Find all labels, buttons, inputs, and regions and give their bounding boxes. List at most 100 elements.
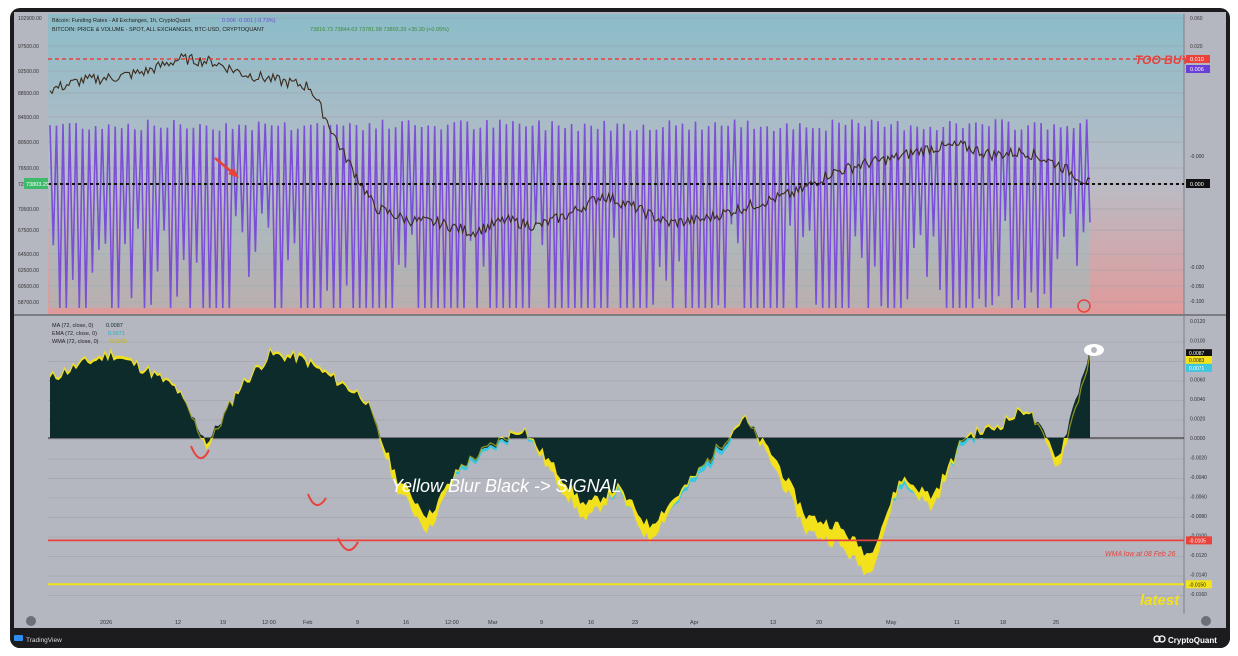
btc-price-line — [49, 52, 1091, 239]
value-badge: -0.0105 — [1189, 538, 1206, 544]
left-axis-tick: 58700.00 — [18, 300, 39, 306]
wma-low-text: WMA low at 08 Feb 26 — [1105, 551, 1176, 558]
zero-badge: 0.000 — [1190, 182, 1204, 188]
ma-area — [50, 346, 1090, 556]
time-axis-label: 11 — [954, 620, 960, 626]
left-price-badge: 73803.29 — [26, 182, 49, 188]
time-axis-label: 16 — [588, 620, 594, 626]
right-axis-bottom-tick: -0.0140 — [1190, 573, 1207, 579]
legend-funding-value: 0.006 -0.001 (-9.73%) — [222, 18, 276, 24]
right-axis-top: 0.060 0.020 -0.000 -0.020 -0.050 -0.100 — [1190, 16, 1204, 305]
right-axis-top-tick: -0.100 — [1190, 299, 1204, 305]
legend-wma-value: 0.0083 — [110, 339, 127, 345]
zero-badge-bg — [1186, 179, 1210, 188]
latest-text: latest — [1140, 592, 1180, 609]
left-axis-tick: 76500.00 — [18, 166, 39, 172]
red-arrow-annotation — [214, 157, 239, 178]
left-axis-tick: 64500.00 — [18, 252, 39, 258]
time-axis-label: 19 — [220, 620, 226, 626]
value-badge: -0.0150 — [1189, 582, 1206, 588]
right-axis-bottom-tick: 0.0040 — [1190, 397, 1206, 403]
legend-ma-label: MA (72, close, 0) — [52, 323, 93, 329]
left-axis-tick: 62500.00 — [18, 268, 39, 274]
left-axis-tick: 67500.00 — [18, 228, 39, 234]
right-axis-bottom-tick: 0.0060 — [1190, 378, 1206, 384]
left-price-badge-bg — [24, 178, 48, 189]
right-axis-bottom-tick: 0.0000 — [1190, 436, 1206, 442]
red-circle-marker — [1077, 299, 1091, 313]
wma-line — [49, 346, 1091, 576]
time-axis-label: 13 — [770, 620, 776, 626]
left-axis-tick: 80500.00 — [18, 140, 39, 146]
cryptoquant-logo-icon — [1153, 635, 1166, 643]
left-axis-tick: 88500.00 — [18, 91, 39, 97]
left-scroll-button[interactable] — [26, 616, 36, 626]
value-badge: 0.0071 — [1189, 366, 1205, 372]
value-badge-bg — [1186, 356, 1212, 364]
footer-bar — [10, 628, 1230, 648]
cryptoquant-label: CryptoQuant — [1168, 636, 1217, 645]
right-axis-bottom-tick: -0.0040 — [1190, 475, 1207, 481]
right-axis-bottom-tick: 0.0020 — [1190, 417, 1206, 423]
time-axis-label: 9 — [540, 620, 543, 626]
value-badge: 0.0083 — [1189, 358, 1205, 364]
legend-price-label: BITCOIN: PRICE & VOLUME - SPOT, ALL EXCH… — [52, 27, 265, 33]
left-axis-tick: 70500.00 — [18, 207, 39, 213]
right-axis-top-tick: -0.020 — [1190, 265, 1204, 271]
time-axis-label: 18 — [1000, 620, 1006, 626]
right-axis-bottom-tick: -0.0120 — [1190, 553, 1207, 559]
funding-badge: 0.006 — [1190, 67, 1204, 73]
right-axis-bottom-tick: -0.0160 — [1190, 592, 1207, 598]
time-axis-label: Apr — [690, 620, 699, 626]
right-axis-top-tick: 0.060 — [1190, 16, 1203, 22]
tradingview-window: TOO BUY Bitcoin: Funding Rates - All Exc… — [10, 8, 1230, 648]
right-axis-bottom-tick: 0.0120 — [1190, 319, 1206, 325]
funding-rate-line — [49, 119, 1091, 309]
red-u-marker-3 — [337, 537, 359, 551]
too-buy-badge-bg — [1186, 55, 1210, 63]
left-axis-tick: 92500.00 — [18, 69, 39, 75]
time-axis-label: 20 — [816, 620, 822, 626]
left-price-axis: 102900.00 97500.00 92500.00 88500.00 84500.0… — [18, 16, 42, 306]
left-axis-tick: 102900.00 — [18, 16, 42, 22]
value-badge-bg — [1186, 363, 1212, 372]
legend-ma-value: 0.0087 — [106, 323, 123, 329]
right-axis-bottom-tick: 0.0100 — [1190, 339, 1206, 345]
right-axis-bottom-tick: -0.0080 — [1190, 514, 1207, 520]
right-axis-bottom-tick: -0.0060 — [1190, 495, 1207, 501]
right-axis-top-tick: 0.020 — [1190, 44, 1203, 50]
right-axis-top-tick: -0.050 — [1190, 284, 1204, 290]
left-axis-tick: 60500.00 — [18, 284, 39, 290]
bottom-legend: MA (72, close, 0) 0.0087 EMA (72, close,… — [52, 323, 127, 345]
time-axis-label: Feb — [303, 620, 312, 626]
time-axis-label: 12 — [175, 620, 181, 626]
time-axis-label: Mar — [488, 620, 498, 626]
time-axis-label: 9 — [356, 620, 359, 626]
time-axis-label: 23 — [632, 620, 638, 626]
legend-funding-label: Bitcoin: Funding Rates - All Exchanges, … — [52, 18, 191, 24]
too-buy-label: TOO BUY — [1135, 53, 1190, 67]
too-buy-badge: 0.010 — [1190, 57, 1204, 63]
red-u-marker-1 — [190, 445, 210, 459]
right-axis-bottom-tick: -0.0020 — [1190, 456, 1207, 462]
right-axis-top-tick: -0.000 — [1190, 154, 1204, 160]
time-axis: 2026 12 19 12:00 Feb 9 16 12:00 Mar 9 16 23 Apr 13 20 M… — [100, 620, 1059, 626]
funding-rate-area — [50, 119, 1090, 308]
time-axis-label: May — [886, 620, 897, 626]
right-scroll-button[interactable] — [1201, 616, 1211, 626]
eye-icon — [1084, 344, 1104, 356]
signal-text: Yellow Blur Black -> SIGNAL — [391, 476, 622, 496]
red-u-marker-2 — [307, 493, 327, 506]
time-axis-label: 12:00 — [445, 620, 459, 626]
time-axis-background — [14, 614, 1226, 628]
value-badge-bg — [1186, 349, 1212, 358]
left-axis-tick: 84500.00 — [18, 115, 39, 121]
value-badge: 0.0087 — [1189, 351, 1205, 357]
time-axis-label: 12:00 — [262, 620, 276, 626]
time-axis-label: 2026 — [100, 620, 112, 626]
funding-badge-bg — [1186, 65, 1210, 73]
tradingview-label: TradingView — [26, 637, 62, 644]
legend-ema-label: EMA (72, close, 0) — [52, 331, 97, 337]
legend-wma-label: WMA (72, close, 0) — [52, 339, 99, 345]
